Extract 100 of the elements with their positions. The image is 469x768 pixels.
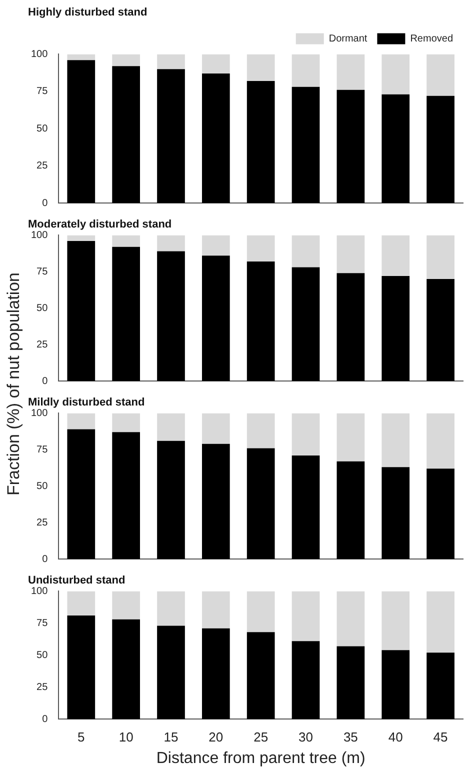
bar <box>382 413 410 468</box>
bar <box>246 235 275 262</box>
bar <box>202 628 230 720</box>
bar <box>382 276 410 381</box>
bar <box>336 413 365 462</box>
bar <box>292 641 320 720</box>
bar <box>426 468 454 559</box>
x-tick-label: 45 <box>433 730 448 745</box>
bar <box>112 66 140 203</box>
bar <box>246 54 275 81</box>
x-tick-label: 20 <box>208 730 224 745</box>
bar <box>67 591 96 616</box>
legend-label: Removed <box>410 33 454 44</box>
y-tick-label: 50 <box>36 480 48 492</box>
bar <box>382 467 410 559</box>
bar <box>202 235 230 256</box>
x-tick-label: 15 <box>164 730 178 745</box>
bar <box>382 591 410 650</box>
bar <box>246 448 275 559</box>
y-tick-label: 50 <box>36 302 48 314</box>
chart-title: Moderately disturbed stand <box>28 218 172 231</box>
x-axis-title: Distance from parent tree (m) <box>156 750 366 767</box>
bar <box>157 413 185 441</box>
y-tick-label: 100 <box>30 230 48 241</box>
y-tick-label: 75 <box>36 266 48 278</box>
bar <box>336 461 365 559</box>
bar <box>67 241 96 381</box>
bar <box>112 54 140 66</box>
bar <box>336 273 365 381</box>
bar <box>292 86 320 203</box>
bar <box>382 54 410 94</box>
bar <box>426 278 454 381</box>
chart-title: Undisturbed stand <box>28 574 126 587</box>
bar <box>292 54 320 87</box>
bar <box>426 54 454 96</box>
y-tick-label: 0 <box>42 376 48 387</box>
bar <box>112 591 140 620</box>
chart-title: Highly disturbed stand <box>28 6 148 19</box>
y-tick-label: 75 <box>36 86 48 98</box>
y-tick-label: 100 <box>30 586 48 597</box>
y-tick-label: 100 <box>30 408 48 419</box>
bar <box>112 432 140 559</box>
y-tick-label: 100 <box>30 48 48 60</box>
bar <box>67 429 96 559</box>
y-tick-label: 50 <box>36 123 48 134</box>
bar <box>292 267 320 381</box>
bar <box>157 54 185 70</box>
bar <box>336 591 365 646</box>
bar <box>292 591 320 642</box>
x-tick-label: 5 <box>78 730 85 745</box>
legend-label: Dormant <box>328 33 368 44</box>
bar <box>336 235 365 274</box>
y-tick-label: 25 <box>36 517 48 528</box>
bar <box>382 650 410 720</box>
x-tick-label: 10 <box>118 730 134 745</box>
bar <box>112 413 140 432</box>
bar <box>292 413 320 456</box>
bar <box>157 440 185 559</box>
bar <box>426 235 454 279</box>
y-tick-label: 0 <box>42 198 48 209</box>
bar <box>336 54 365 90</box>
y-tick-label: 75 <box>36 618 48 629</box>
bar <box>336 90 365 203</box>
bar <box>246 261 275 381</box>
bar <box>202 74 230 203</box>
bar <box>246 80 275 203</box>
bar <box>426 652 454 720</box>
bar <box>112 235 140 247</box>
chart-title: Mildly disturbed stand <box>28 396 145 409</box>
bar <box>202 54 230 74</box>
y-tick-label: 50 <box>36 650 48 661</box>
bar <box>426 413 454 469</box>
bar <box>336 646 365 720</box>
y-tick-label: 0 <box>42 554 48 565</box>
bar <box>246 413 275 448</box>
bar <box>157 235 185 252</box>
bar <box>202 591 230 628</box>
bar <box>157 626 185 720</box>
bar <box>157 591 185 626</box>
bar <box>67 54 96 60</box>
bar <box>67 60 96 203</box>
bar <box>157 251 185 381</box>
bar <box>112 619 140 720</box>
bar <box>246 591 275 632</box>
x-tick-label: 40 <box>388 730 403 745</box>
y-tick-label: 0 <box>42 714 48 725</box>
bar <box>202 413 230 444</box>
bar <box>67 235 96 242</box>
y-axis-title: Fraction (%) of nut population <box>4 272 24 496</box>
y-tick-label: 75 <box>36 444 48 456</box>
bar <box>202 444 230 559</box>
y-tick-label: 25 <box>36 339 48 350</box>
bar <box>382 94 410 203</box>
bar <box>426 96 454 203</box>
bar <box>292 455 320 559</box>
bar <box>112 246 140 381</box>
bar <box>292 235 320 268</box>
bar <box>157 69 185 203</box>
bar <box>202 256 230 381</box>
bar <box>426 591 454 653</box>
